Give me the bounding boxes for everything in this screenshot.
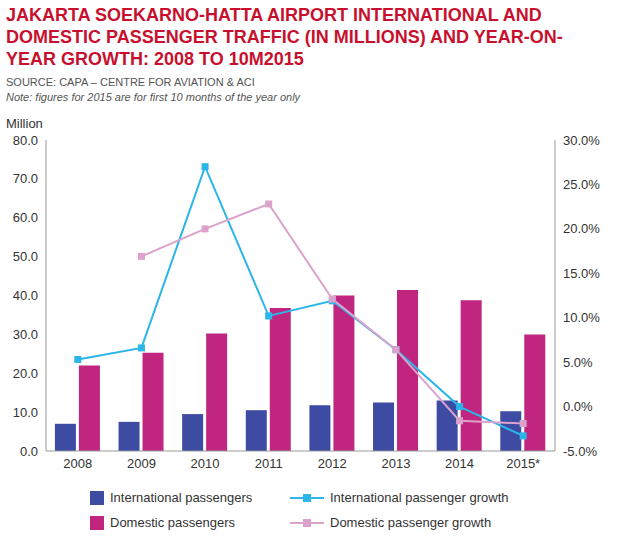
html-text:Note: figures for 2015 are for: Note: figures for 2015 are for first 10 … [6, 91, 301, 103]
svg-text:0.0: 0.0 [20, 444, 38, 459]
html-text:International passengers: International passengers [110, 490, 253, 505]
svg-text:10.0%: 10.0% [563, 310, 600, 325]
svg-text:0.0%: 0.0% [563, 399, 593, 414]
svg-text:2008: 2008 [63, 456, 92, 471]
svg-text:60.0: 60.0 [13, 210, 38, 225]
svg-text:50.0: 50.0 [13, 249, 38, 264]
svg-text:30.0%: 30.0% [563, 133, 600, 148]
html-text:Million: Million [6, 116, 43, 131]
svg-text:2011: 2011 [255, 456, 283, 471]
svg-text:20.0%: 20.0% [563, 221, 600, 236]
svg-text:10.0: 10.0 [13, 405, 38, 420]
svg-text:2015*: 2015* [506, 456, 540, 471]
svg-text:15.0%: 15.0% [563, 266, 600, 281]
svg-text:2014: 2014 [445, 456, 474, 471]
svg-text:2013: 2013 [381, 456, 410, 471]
html-text:Domestic passenger growth: Domestic passenger growth [330, 515, 492, 530]
svg-text:2010: 2010 [191, 456, 220, 471]
svg-text:40.0: 40.0 [13, 288, 38, 303]
svg-text:2012: 2012 [318, 456, 347, 471]
svg-text:2009: 2009 [127, 456, 156, 471]
html-text:JAKARTA SOEKARNO-HATTA AIRPORT: JAKARTA SOEKARNO-HATTA AIRPORT INTERNATI… [6, 5, 563, 69]
svg-text:30.0: 30.0 [13, 327, 38, 342]
html-text:Domestic passengers: Domestic passengers [110, 515, 235, 530]
svg-text:25.0%: 25.0% [563, 177, 600, 192]
svg-text:70.0: 70.0 [13, 171, 38, 186]
svg-text:20.0: 20.0 [13, 366, 38, 381]
html-text:SOURCE: CAPA – CENTRE FOR AVIA: SOURCE: CAPA – CENTRE FOR AVIATION & ACI [6, 76, 255, 88]
html-text:International passenger growth: International passenger growth [330, 490, 509, 505]
svg-text:-5.0%: -5.0% [563, 444, 597, 459]
svg-text:80.0: 80.0 [13, 133, 38, 148]
svg-text:5.0%: 5.0% [563, 355, 593, 370]
